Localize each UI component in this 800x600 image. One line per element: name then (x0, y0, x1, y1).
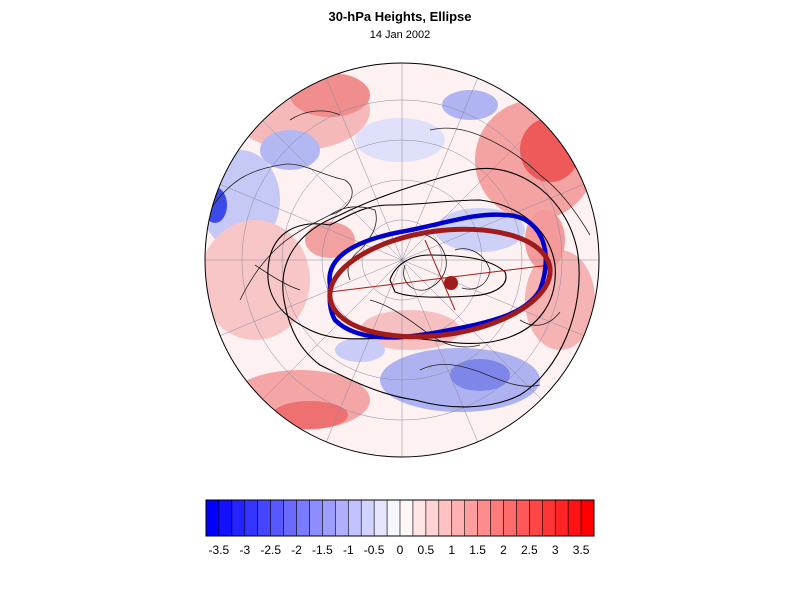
colorbar-outline (205, 499, 595, 537)
colorbar-bin (412, 499, 427, 537)
height-contours (267, 168, 580, 408)
colorbar-bin (516, 499, 530, 537)
colorbar-bin (580, 499, 595, 537)
colorbar-bin (283, 499, 298, 537)
colorbar-bin (257, 499, 272, 537)
globe-outline (204, 62, 600, 458)
red-ellipse (327, 226, 553, 340)
colorbar-bin (451, 499, 466, 537)
colorbar-bin (529, 499, 543, 537)
colorbar-tick-label: -1.5 (312, 543, 333, 557)
minor-axis-line (424, 239, 456, 311)
colorbar-bin (205, 499, 220, 537)
colorbar-bin (490, 499, 504, 537)
colorbar-tick-label: -0.5 (363, 543, 385, 557)
map-title: 30-hPa Heights, Ellipse (328, 9, 472, 24)
map-date: 14 Jan 2002 (369, 29, 431, 41)
colorbar-bin (399, 499, 414, 537)
colorbar-tick-label: 3 (551, 543, 559, 557)
colorbar-bin (438, 499, 453, 537)
colorbar-tick-label: -2 (291, 543, 302, 557)
vortex-centroid-marker (444, 276, 458, 290)
ellipse-diagnostics (327, 212, 553, 340)
colorbar-tick-label: 2 (500, 543, 507, 557)
colorbar-bin (503, 499, 517, 537)
colorbar-bin (541, 499, 556, 537)
major-axis-line (329, 264, 551, 293)
colorbar-bin (309, 499, 323, 537)
graticule (205, 63, 599, 457)
colorbar-tick-label: 2.5 (520, 543, 538, 557)
colorbar-bin (567, 499, 582, 537)
colorbar-tick-label: -2.5 (260, 543, 282, 557)
colorbar-tick-label: 0.5 (417, 543, 435, 557)
colorbar-tick-label: 1.5 (469, 543, 486, 557)
colorbar-bin (554, 499, 569, 537)
colorbar-bin (477, 499, 492, 537)
colorbar-tick-label: -3 (239, 543, 251, 557)
colorbar-bin (270, 499, 285, 537)
blue-ellipse (327, 212, 549, 340)
colorbar-bin (360, 499, 375, 537)
colorbar-bin (322, 499, 336, 537)
colorbar-bin (464, 499, 479, 537)
colorbar-bin (296, 499, 310, 537)
colorbar-bin (335, 499, 349, 537)
colorbar-tick-label: -3.5 (208, 543, 230, 557)
colorbar-bin (386, 499, 401, 537)
colorbar-tick-label: 1 (448, 543, 456, 557)
coastlines (209, 110, 591, 387)
colorbar-bin (373, 499, 388, 537)
colorbar-bin (425, 499, 440, 537)
colorbar-bin (231, 499, 246, 537)
colorbar-bin (218, 499, 233, 537)
colorbar-tick-label: 3.5 (572, 543, 590, 557)
colorbar-bin (244, 499, 259, 537)
colorbar-tick-label: -1 (342, 543, 354, 557)
polar-map (204, 62, 600, 458)
colorbar-tick-label: 0 (396, 543, 404, 557)
colorbar-bin (347, 499, 362, 537)
